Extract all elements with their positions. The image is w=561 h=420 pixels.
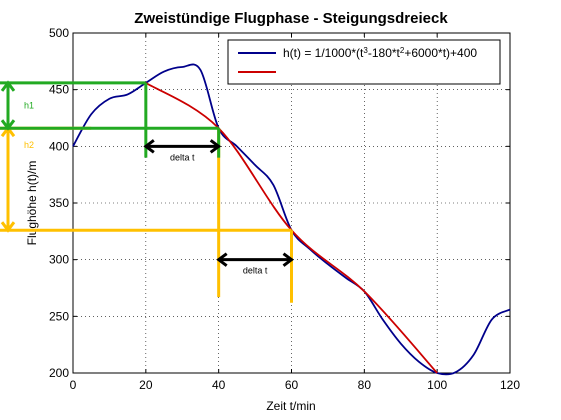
- h1-arrow-head-top: [0, 80, 16, 92]
- annotation-layer: h1 h2 delta t delta t: [0, 80, 294, 303]
- legend-box: [227, 39, 501, 85]
- h1-label: h1: [24, 101, 34, 111]
- y-tick-label: 450: [49, 83, 69, 97]
- delta2-label: delta t: [243, 266, 268, 276]
- legend-formula-part3: +6000*t)+400: [404, 46, 477, 60]
- legend-formula-part1: h(t) = 1/1000*(t: [283, 46, 364, 60]
- delta2-arrow-head-left: [216, 252, 228, 267]
- legend: h(t) = 1/1000*(t3-180*t2+6000*t)+400: [227, 39, 501, 85]
- y-tick-label: 300: [49, 253, 69, 267]
- delta1-label: delta t: [170, 152, 195, 162]
- y-tick-label: 250: [49, 309, 69, 323]
- delta1-arrow-head-right: [209, 139, 222, 154]
- series-layer: [72, 63, 511, 376]
- legend-formula-part2: -180*t: [368, 46, 401, 60]
- x-tick-label: 0: [70, 378, 77, 392]
- h2-arrow-head-bottom: [0, 221, 16, 233]
- x-tick-label: 60: [285, 378, 299, 392]
- x-tick-label: 20: [139, 378, 153, 392]
- y-axis-label: Flughöhe h(t)/m: [25, 161, 39, 246]
- series-line-1: [72, 63, 511, 376]
- legend-formula-sup1: 3: [363, 46, 368, 55]
- y-tick-label: 400: [49, 139, 69, 153]
- x-axis-label: Zeit t/min: [266, 399, 315, 413]
- y-tick-label: 500: [49, 26, 69, 40]
- y-tick-label: 350: [49, 196, 69, 210]
- x-tick-label: 40: [212, 378, 226, 392]
- x-tick-label: 100: [427, 378, 447, 392]
- axis-ticks: 0 20 40 60 80 100 120 200 250 300 350 400 450 500: [49, 26, 520, 392]
- legend-label-1: h(t) = 1/1000*(t3-180*t2+6000*t)+400: [283, 46, 477, 61]
- x-tick-label: 120: [500, 378, 520, 392]
- chart-title: Zweistündige Flugphase - Steigungsdreiec…: [134, 10, 448, 27]
- h2-label: h2: [24, 140, 34, 150]
- legend-formula-sup2: 2: [400, 46, 405, 55]
- y-tick-label: 200: [49, 366, 69, 380]
- delta1-arrow-head-left: [143, 139, 155, 154]
- x-tick-label: 80: [358, 378, 372, 392]
- delta2-arrow-head-right: [282, 252, 294, 267]
- h1-arrow-head-bottom: [0, 119, 16, 131]
